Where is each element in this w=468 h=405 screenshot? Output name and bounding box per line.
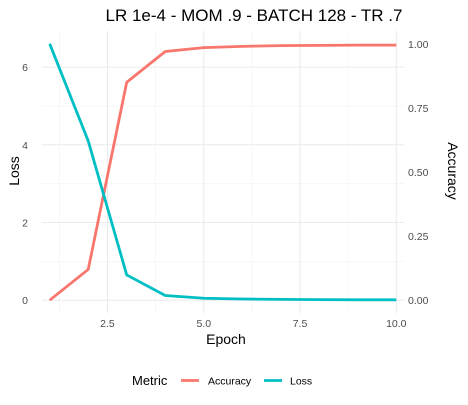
x-tick-label: 2.5 xyxy=(100,318,115,330)
series-line-loss xyxy=(48,43,397,302)
series-lines xyxy=(48,43,397,302)
legend-label-accuracy: Accuracy xyxy=(208,376,252,388)
tick-labels: 2.5 5.0 7.5 10.0 0 2 4 6 0.00 0.25 0.50 0.75 1.00 xyxy=(22,39,428,330)
y-left-tick-label: 4 xyxy=(22,140,28,152)
y-right-tick-label: 0.50 xyxy=(408,167,429,179)
x-axis-title: Epoch xyxy=(206,331,246,347)
legend-title: Metric xyxy=(132,373,168,388)
legend-label-loss: Loss xyxy=(290,376,312,388)
chart-title: LR 1e-4 - MOM .9 - BATCH 128 - TR .7 xyxy=(106,6,403,25)
x-tick-label: 5.0 xyxy=(196,318,211,330)
y-right-tick-label: 1.00 xyxy=(408,39,429,51)
y-left-tick-label: 2 xyxy=(22,217,28,229)
x-tick-label: 10.0 xyxy=(386,318,407,330)
y-right-tick-label: 0.75 xyxy=(408,103,429,115)
y-left-tick-label: 0 xyxy=(22,295,28,307)
y-axis-right-title: Accuracy xyxy=(445,142,461,200)
x-tick-label: 7.5 xyxy=(293,318,308,330)
series-line-accuracy xyxy=(48,43,397,302)
y-right-tick-label: 0.25 xyxy=(408,231,429,243)
y-axis-left-title: Loss xyxy=(6,156,22,186)
legend: Metric Accuracy Loss xyxy=(132,373,312,388)
y-left-tick-label: 6 xyxy=(22,62,28,74)
grid xyxy=(42,31,404,313)
y-right-tick-label: 0.00 xyxy=(408,295,429,307)
